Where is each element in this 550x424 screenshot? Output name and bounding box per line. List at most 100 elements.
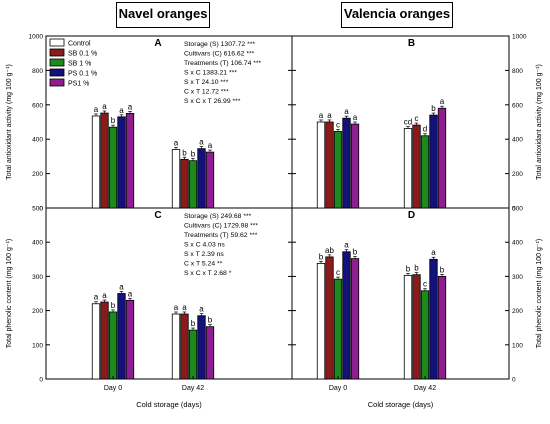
bar-a-0-1 — [100, 112, 109, 209]
y-tick-label: 600 — [512, 102, 523, 109]
legend-label: PS 0.1 % — [68, 71, 97, 78]
significance-letter: b — [182, 148, 187, 157]
x-axis-title: Cold storage (days) — [136, 400, 202, 409]
significance-letter: c — [336, 268, 340, 277]
stats-line: C x T 5.24 ** — [184, 261, 223, 268]
bar-a-1-4 — [205, 151, 215, 209]
bar-a-0-2 — [108, 126, 118, 209]
significance-letter: a — [319, 111, 324, 120]
y-tick-label: 400 — [512, 240, 523, 247]
stats-line: Treatments (T) 59.62 *** — [184, 232, 258, 239]
significance-letter: ab — [325, 246, 334, 255]
significance-letter: b — [191, 319, 196, 328]
x-tick-label: Day 42 — [182, 385, 204, 392]
y-tick-label: 500 — [32, 206, 43, 213]
header-valencia: Valencia oranges — [341, 2, 453, 28]
y-tick-label: 400 — [32, 137, 43, 144]
significance-letter: b — [191, 150, 196, 159]
bar-d-0-3 — [342, 251, 351, 380]
y-tick-label: 0 — [39, 377, 43, 384]
y-axis-label: Total antioxidant activity (mg 100 g⁻¹) — [6, 64, 13, 180]
bar-d-1-1 — [412, 274, 421, 380]
stats-line: Storage (S) 249.68 *** — [184, 213, 252, 220]
bar-d-1-4 — [437, 275, 447, 380]
significance-letter: a — [119, 106, 124, 115]
bar-d-0-4 — [350, 258, 360, 380]
bar-c-1-3 — [197, 315, 206, 380]
significance-letter: c — [336, 120, 340, 129]
significance-letter: a — [199, 305, 204, 314]
bar-d-0-0 — [316, 263, 326, 380]
significance-letter: b — [440, 265, 445, 274]
significance-letter: a — [94, 105, 99, 114]
significance-letter: d — [423, 125, 427, 134]
panel-label-b: B — [408, 38, 415, 49]
y-tick-label: 200 — [512, 308, 523, 315]
significance-letter: c — [415, 114, 419, 123]
bar-c-0-0 — [91, 303, 101, 380]
significance-letter: a — [119, 282, 124, 291]
significance-letter: cd — [404, 117, 412, 126]
bar-b-0-3 — [342, 117, 351, 209]
y-tick-label: 100 — [512, 342, 523, 349]
significance-letter: b — [208, 316, 213, 325]
y-axis-label: Total antioxidant activity (mg 100 g⁻¹) — [536, 64, 543, 180]
bar-a-1-0 — [171, 149, 181, 209]
significance-letter: a — [327, 111, 332, 120]
stats-line: S x C 4.03 ns — [184, 242, 225, 249]
significance-letter: b — [111, 301, 116, 310]
legend-label: SB 1 % — [68, 61, 91, 68]
bar-a-0-3 — [117, 116, 126, 209]
legend-label: Control — [68, 41, 91, 48]
x-tick-label: Day 0 — [104, 385, 122, 392]
x-tick-label: Day 42 — [414, 385, 436, 392]
bar-d-1-2 — [420, 290, 430, 380]
y-tick-label: 200 — [512, 171, 523, 178]
bar-a-1-1 — [180, 158, 189, 209]
y-tick-label: 200 — [32, 308, 43, 315]
bar-a-0-0 — [91, 115, 101, 209]
significance-letter: a — [128, 289, 133, 298]
bar-d-0-1 — [325, 256, 334, 380]
bar-b-0-0 — [316, 121, 326, 209]
bar-a-0-4 — [125, 113, 135, 209]
significance-letter: a — [182, 303, 187, 312]
legend-swatch — [49, 68, 65, 77]
significance-letter: a — [102, 291, 107, 300]
significance-letter: a — [94, 293, 99, 302]
bar-d-0-2 — [333, 278, 343, 380]
bar-b-1-4 — [437, 107, 447, 209]
header-navel: Navel oranges — [116, 2, 210, 28]
stats-line: S x T 2.39 ns — [184, 251, 224, 258]
bar-c-1-1 — [180, 313, 189, 380]
stats-line: Treatments (T) 106.74 *** — [184, 60, 262, 67]
bar-a-1-3 — [197, 148, 206, 209]
bar-b-1-3 — [429, 114, 438, 209]
bar-d-1-3 — [429, 258, 438, 380]
panel-label-a: A — [154, 38, 161, 49]
significance-letter: a — [431, 248, 436, 257]
stats-line: Cultivars (C) 616.62 *** — [184, 51, 255, 58]
bar-b-0-2 — [333, 131, 343, 209]
significance-letter: a — [174, 303, 179, 312]
legend-swatch — [49, 48, 65, 57]
y-tick-label: 300 — [32, 274, 43, 281]
legend-label: PS1 % — [68, 81, 89, 88]
y-tick-label: 200 — [32, 171, 43, 178]
significance-letter: a — [174, 138, 179, 147]
stats-line: S x C 1383.21 *** — [184, 70, 237, 77]
y-tick-label: 800 — [32, 68, 43, 75]
stats-line: S x C x T 2.68 * — [184, 270, 232, 277]
significance-letter: a — [344, 241, 349, 250]
significance-letter: a — [199, 138, 204, 147]
y-tick-label: 300 — [512, 274, 523, 281]
x-axis-title: Cold storage (days) — [368, 400, 434, 409]
y-tick-label: 500 — [512, 206, 523, 213]
y-tick-label: 400 — [512, 137, 523, 144]
y-tick-label: 400 — [32, 240, 43, 247]
bar-c-0-1 — [100, 301, 109, 380]
bar-b-1-1 — [412, 124, 421, 209]
bar-b-1-0 — [403, 128, 413, 209]
